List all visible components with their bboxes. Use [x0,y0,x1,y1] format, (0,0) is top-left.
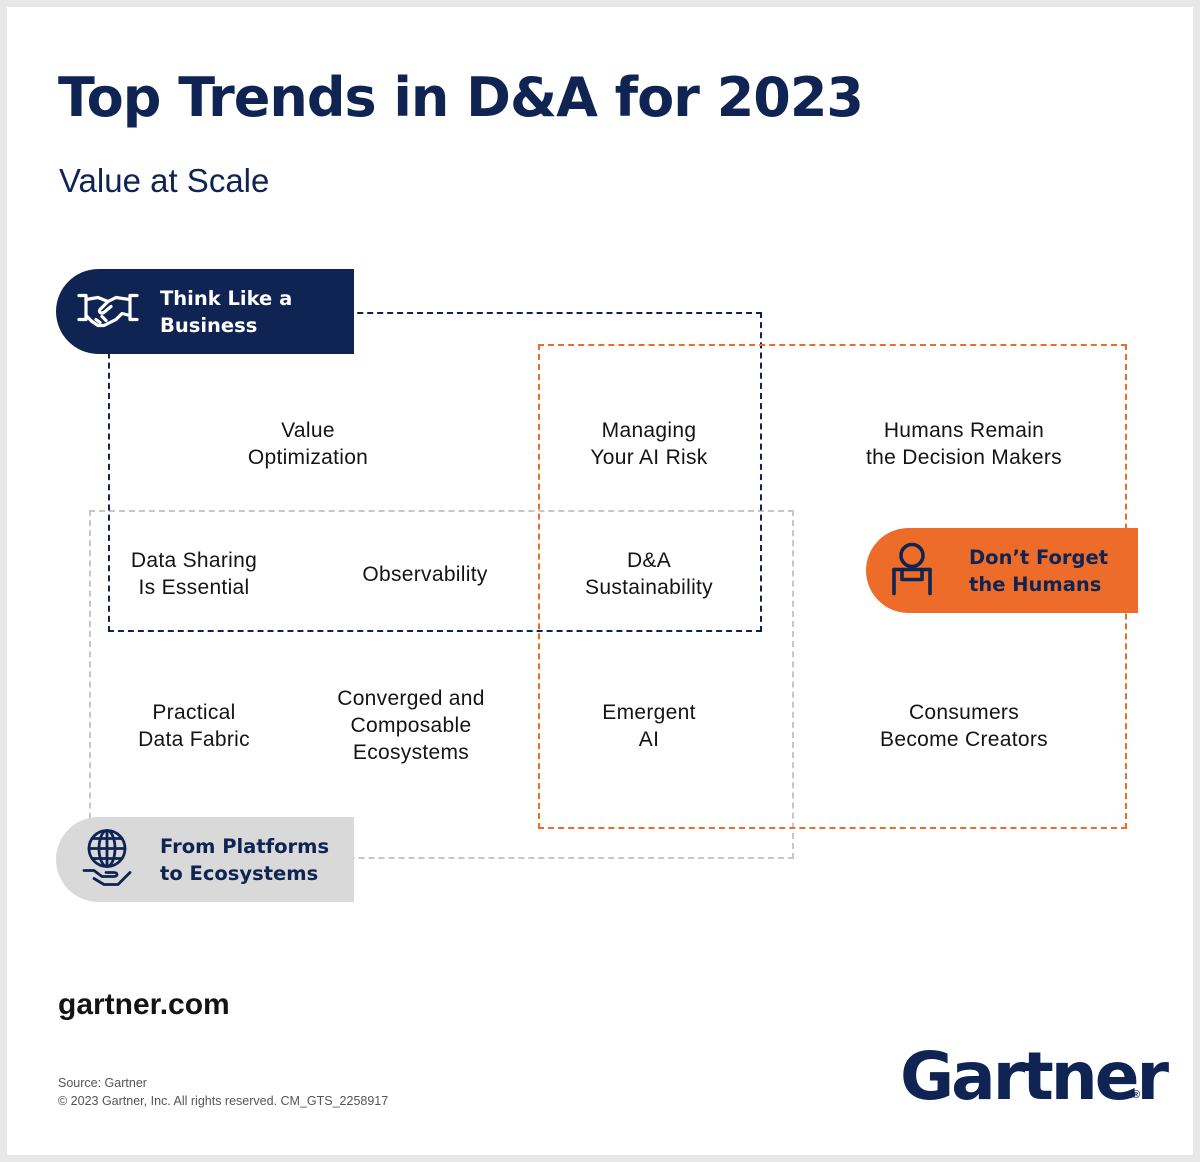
trend-data-sharing: Data Sharing Is Essential [130,549,258,599]
globe-in-hand-icon [80,826,134,893]
theme-label: Don’t Forget the Humans [969,546,1109,596]
page-subtitle: Value at Scale [59,162,270,199]
trend-managing-ai-risk: Managing Your AI Risk [590,419,708,469]
trend-converged: Converged and Composable Ecosystems [337,687,485,764]
theme-label: From Platforms to Ecosystems [160,835,330,885]
website-link[interactable]: gartner.com [58,988,230,1021]
trend-data-fabric: Practical Data Fabric [138,701,250,751]
trend-observability: Observability [362,563,488,586]
business-region [108,312,762,632]
trend-consumers: Consumers Become Creators [880,701,1048,751]
theme-label: Think Like a Business [160,287,293,337]
source-note: Source: Gartner © 2023 Gartner, Inc. All… [58,1076,389,1108]
theme-dont-forget-the-humans: Don’t Forget the Humans [866,528,1138,613]
trend-value-optimization: Value Optimization [247,419,369,469]
gartner-logo: Gartner [900,1038,1169,1115]
trend-humans-remain: Humans Remain the Decision Makers [866,419,1062,469]
handshake-icon [76,289,140,334]
trend-emergent-ai: Emergent AI [602,701,696,751]
person-at-desk-icon [888,541,936,600]
platforms-region [89,510,794,859]
theme-think-like-a-business: Think Like a Business [56,269,354,354]
theme-from-platforms-to-ecosystems: From Platforms to Ecosystems [56,817,354,902]
page-title: Top Trends in D&A for 2023 [58,66,864,129]
trend-sustainability: D&A Sustainability [585,549,713,599]
registered-mark: ® [1132,1089,1141,1101]
